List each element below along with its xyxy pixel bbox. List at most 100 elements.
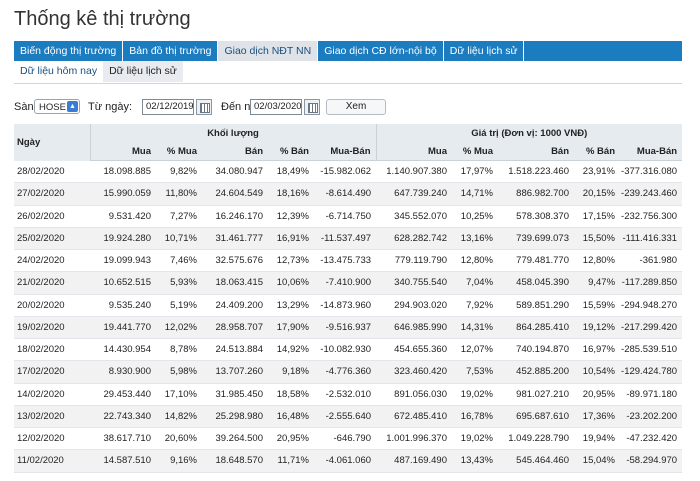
table-row: 21/02/2020 10.652.515 5,93% 18.063.415 10,06… [14, 271, 683, 295]
value-cell: 10,25% [452, 205, 499, 228]
value-cell: 19,02% [452, 383, 499, 406]
from-calendar-icon[interactable] [196, 99, 212, 115]
value-cell: 17,15% [574, 205, 621, 228]
value-cell: 458.045.390 [498, 271, 575, 295]
value-cell: -58.294.970 [620, 449, 683, 473]
value-cell: 15,04% [574, 449, 621, 473]
value-cell: 578.308.370 [498, 205, 575, 228]
value-cell: 9,16% [156, 449, 202, 473]
value-cell: 12,73% [268, 249, 314, 273]
tab-ban-do-thi-truong[interactable]: Bản đồ thị trường [123, 41, 219, 61]
value-cell: 13,43% [452, 449, 499, 473]
value-cell: -4.776.360 [314, 360, 377, 384]
col-val-net: Mua-Bán [620, 142, 683, 161]
to-calendar-icon[interactable] [304, 99, 320, 115]
page-title: Thống kê thị trường [14, 8, 191, 30]
table-row: 19/02/2020 19.441.770 12,02% 28.958.707 17,9… [14, 316, 683, 340]
value-cell: 294.903.020 [376, 294, 453, 317]
value-cell: 34.080.947 [202, 160, 268, 184]
value-cell: 10.652.515 [90, 271, 156, 295]
value-cell: -7.410.900 [314, 271, 377, 295]
value-cell: -14.873.960 [314, 294, 377, 317]
value-cell: 340.755.540 [376, 271, 453, 295]
value-cell: 454.655.360 [376, 338, 453, 362]
value-cell: 13,29% [268, 294, 314, 317]
date-cell: 14/02/2020 [14, 383, 90, 406]
value-cell: -361.980 [620, 249, 683, 273]
table-row: 12/02/2020 38.617.710 20,60% 39.264.500 20,9… [14, 427, 683, 451]
date-cell: 11/02/2020 [14, 449, 90, 473]
date-cell: 17/02/2020 [14, 360, 90, 384]
value-cell: 7,53% [452, 360, 499, 384]
value-cell: -89.971.180 [620, 383, 683, 406]
col-date: Ngày [14, 124, 90, 161]
value-cell: 22.743.340 [90, 405, 156, 429]
value-cell: 31.461.777 [202, 227, 268, 251]
sub-tabs: Dữ liệu hôm nay Dữ liệu lịch sử [14, 61, 682, 84]
value-cell: -4.061.060 [314, 449, 377, 473]
value-cell: 886.982.700 [498, 182, 575, 206]
value-cell: 672.485.410 [376, 405, 453, 429]
value-cell: -11.537.497 [314, 227, 377, 251]
tab-giao-dich-ndt-nn[interactable]: Giao dịch NĐT NN [218, 41, 319, 61]
value-cell: 7,46% [156, 249, 202, 273]
value-cell: 10,06% [268, 271, 314, 295]
subtab-du-lieu-hom-nay[interactable]: Dữ liệu hôm nay [20, 65, 98, 77]
table-row: 18/02/2020 14.430.954 8,78% 24.513.884 14,92… [14, 338, 683, 362]
value-cell: 17,10% [156, 383, 202, 406]
value-cell: 12,02% [156, 316, 202, 340]
value-cell: 20,60% [156, 427, 202, 451]
value-cell: 8,78% [156, 338, 202, 362]
value-cell: -2.532.010 [314, 383, 377, 406]
value-cell: 5,98% [156, 360, 202, 384]
value-cell: 23,91% [574, 160, 621, 184]
value-cell: 11,80% [156, 182, 202, 206]
value-cell: 628.282.742 [376, 227, 453, 251]
table-row: 11/02/2020 14.587.510 9,16% 18.648.570 11,71… [14, 449, 683, 473]
value-cell: 18,49% [268, 160, 314, 184]
tab-giao-dich-cd-lon-noi-bo[interactable]: Giao dịch CĐ lớn-nội bộ [318, 41, 444, 61]
value-cell: -6.714.750 [314, 205, 377, 228]
to-date-input[interactable]: 02/03/2020 [250, 99, 302, 115]
value-cell: 14.430.954 [90, 338, 156, 362]
value-cell: 24.513.884 [202, 338, 268, 362]
table-row: 27/02/2020 15.990.059 11,80% 24.604.549 18,1… [14, 182, 683, 206]
view-button[interactable]: Xem [326, 99, 386, 115]
col-val-buy-pct: % Mua [452, 142, 499, 161]
exchange-value: HOSE [39, 102, 66, 113]
value-cell: 7,92% [452, 294, 499, 317]
value-cell: 779.481.770 [498, 249, 575, 273]
value-cell: -8.614.490 [314, 182, 377, 206]
value-cell: 14,31% [452, 316, 499, 340]
value-cell: 19.099.943 [90, 249, 156, 273]
exchange-select[interactable]: HOSE ▲ [34, 99, 80, 114]
value-cell: 17,97% [452, 160, 499, 184]
value-cell: 10,54% [574, 360, 621, 384]
value-cell: -239.243.460 [620, 182, 683, 206]
table-row: 28/02/2020 18.098.885 9,82% 34.080.947 18,49… [14, 160, 683, 184]
foreign-trading-table: Ngày Khối lượng Giá trị (Đơn vị: 1000 VN… [14, 124, 683, 473]
value-cell: 15,59% [574, 294, 621, 317]
value-cell: 16,97% [574, 338, 621, 362]
value-cell: 545.464.460 [498, 449, 575, 473]
value-cell: 25.298.980 [202, 405, 268, 429]
from-date-input[interactable]: 02/12/2019 [142, 99, 194, 115]
tab-bien-dong-thi-truong[interactable]: Biến động thị trường [14, 41, 124, 61]
value-cell: 28.958.707 [202, 316, 268, 340]
value-cell: 779.119.790 [376, 249, 453, 273]
date-cell: 19/02/2020 [14, 316, 90, 340]
value-cell: 7,27% [156, 205, 202, 228]
tab-du-lieu-lich-su[interactable]: Dữ liệu lịch sử [444, 41, 525, 61]
value-cell: 9,47% [574, 271, 621, 295]
value-cell: 39.264.500 [202, 427, 268, 451]
value-cell: 1.518.223.460 [498, 160, 575, 184]
subtab-du-lieu-lich-su[interactable]: Dữ liệu lịch sử [103, 61, 183, 82]
value-cell: 32.575.676 [202, 249, 268, 273]
value-cell: -285.539.510 [620, 338, 683, 362]
value-cell: 9,18% [268, 360, 314, 384]
value-cell: 12,80% [574, 249, 621, 273]
value-cell: 16,91% [268, 227, 314, 251]
table-row: 20/02/2020 9.535.240 5,19% 24.409.200 13,29%… [14, 294, 683, 317]
date-cell: 26/02/2020 [14, 205, 90, 228]
value-cell: -15.982.062 [314, 160, 377, 184]
